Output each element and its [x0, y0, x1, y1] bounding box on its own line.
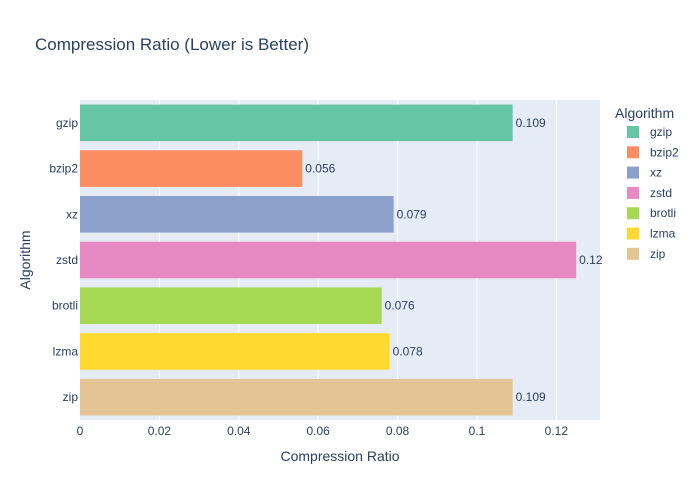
chart-title: Compression Ratio (Lower is Better)	[35, 35, 309, 54]
x-tick-labels: 0 0.02 0.04 0.06 0.08 0.1 0.12	[77, 424, 569, 438]
bar-xz	[80, 196, 394, 233]
data-label-gzip: 0.109	[516, 116, 546, 130]
x-tick-label: 0.08	[386, 424, 410, 438]
data-label-zip: 0.109	[516, 390, 546, 404]
legend-item-bzip2[interactable]: bzip2	[650, 145, 679, 159]
bar-zip	[80, 378, 513, 416]
data-label-xz: 0.079	[397, 207, 427, 221]
legend-item-zip[interactable]: zip	[650, 247, 666, 261]
bars: 0.109 0.056 0.079 0.12 0.076 0.078 0.109	[80, 104, 603, 416]
legend-swatch-lzma[interactable]	[627, 227, 639, 240]
legend-swatch-gzip[interactable]	[627, 126, 639, 138]
y-tick-label: lzma	[53, 344, 79, 358]
legend-item-lzma[interactable]: lzma	[650, 227, 676, 241]
legend-item-zstd[interactable]: zstd	[650, 186, 672, 200]
y-tick-label: brotli	[52, 299, 78, 313]
bar-zstd	[80, 241, 577, 279]
legend: Algorithm gzip bzip2 xz zstd brotli lzma zip	[615, 105, 679, 261]
x-tick-label: 0.1	[469, 424, 486, 438]
legend-swatch-brotli[interactable]	[627, 207, 639, 220]
x-tick-label: 0.02	[148, 424, 172, 438]
y-tick-label: gzip	[56, 116, 78, 130]
data-label-bzip2: 0.056	[305, 162, 335, 176]
bar-lzma	[80, 333, 390, 370]
data-label-lzma: 0.078	[393, 344, 423, 358]
y-axis-title: Algorithm	[17, 230, 33, 289]
legend-swatch-bzip2[interactable]	[627, 146, 639, 159]
bar-brotli	[80, 287, 382, 324]
y-tick-label: zstd	[56, 253, 78, 267]
data-label-brotli: 0.076	[385, 299, 415, 313]
y-tick-label: bzip2	[49, 162, 78, 176]
x-tick-label: 0.04	[227, 424, 251, 438]
legend-item-gzip[interactable]: gzip	[650, 125, 672, 139]
x-tick-label: 0.06	[306, 424, 330, 438]
bar-gzip	[80, 104, 513, 142]
y-tick-label: zip	[63, 390, 79, 404]
legend-item-xz[interactable]: xz	[650, 166, 662, 180]
legend-swatch-xz[interactable]	[627, 166, 639, 179]
y-tick-label: xz	[66, 207, 78, 221]
data-label-zstd: 0.12	[579, 253, 603, 267]
x-tick-label: 0	[77, 424, 84, 438]
x-tick-label: 0.12	[545, 424, 569, 438]
legend-title: Algorithm	[615, 105, 674, 121]
legend-item-brotli[interactable]: brotli	[650, 206, 676, 220]
x-axis-title: Compression Ratio	[280, 448, 399, 464]
legend-swatch-zstd[interactable]	[627, 186, 639, 199]
bar-bzip2	[80, 150, 303, 187]
legend-swatch-zip[interactable]	[627, 247, 639, 260]
y-tick-labels: gzip bzip2 xz zstd brotli lzma zip	[49, 116, 78, 404]
